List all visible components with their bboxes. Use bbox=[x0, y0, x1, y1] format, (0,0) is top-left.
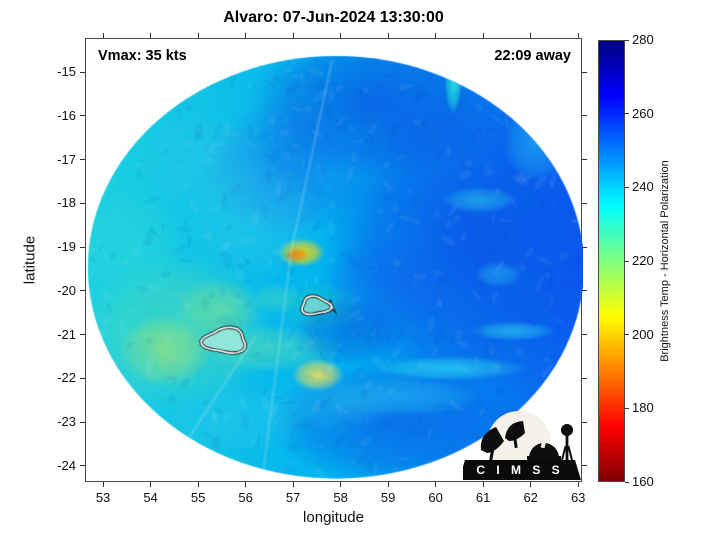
brightness-temp-image bbox=[86, 39, 583, 483]
y-tick-mark-right bbox=[582, 71, 587, 73]
logo-tower-icon bbox=[561, 424, 573, 436]
x-tick-mark bbox=[292, 482, 294, 487]
x-tick-mark bbox=[197, 482, 199, 487]
x-tick-label: 58 bbox=[333, 490, 348, 505]
x-tick-mark-top bbox=[197, 33, 199, 38]
y-axis-label: latitude bbox=[21, 235, 39, 285]
y-tick-mark-right bbox=[582, 377, 587, 379]
cimss-logo-text: C I M S S bbox=[476, 463, 563, 477]
colorbar-tick-mark bbox=[625, 113, 629, 115]
vmax-annotation: Vmax: 35 kts bbox=[98, 48, 187, 64]
plot-area: Vmax: 35 kts 22:09 away C I M S S bbox=[85, 38, 583, 483]
y-tick-mark bbox=[80, 377, 85, 379]
colorbar-tick-label: 280 bbox=[632, 32, 654, 47]
cimss-logo: C I M S S bbox=[463, 411, 581, 480]
x-tick-mark-top bbox=[245, 33, 247, 38]
x-tick-label: 57 bbox=[285, 490, 301, 505]
y-tick-label: -24 bbox=[57, 457, 76, 473]
y-tick-mark bbox=[80, 202, 85, 204]
y-tick-label: -20 bbox=[57, 282, 76, 298]
y-tick-mark bbox=[80, 465, 85, 467]
x-tick-mark bbox=[577, 482, 579, 487]
y-tick-mark bbox=[80, 290, 85, 292]
x-tick-mark bbox=[435, 482, 437, 487]
x-tick-label: 63 bbox=[570, 490, 586, 505]
x-tick-mark-top bbox=[435, 33, 437, 38]
logo-banner bbox=[463, 460, 581, 480]
logo-dome-icon bbox=[529, 443, 559, 458]
y-tick-mark-right bbox=[582, 159, 587, 161]
colorbar-tick-label: 200 bbox=[632, 326, 654, 342]
x-tick-mark-top bbox=[102, 33, 104, 38]
x-tick-mark-top bbox=[482, 33, 484, 38]
y-tick-label: -21 bbox=[57, 326, 76, 342]
logo-small-dish-icon bbox=[505, 421, 525, 441]
x-tick-mark-top bbox=[292, 33, 294, 38]
colorbar-tick-mark bbox=[625, 481, 629, 483]
y-tick-label: -23 bbox=[57, 414, 76, 430]
x-tick-mark-top bbox=[577, 33, 579, 38]
x-tick-label: 55 bbox=[190, 490, 206, 505]
colorbar-tick-mark bbox=[625, 39, 629, 41]
colorbar-tick-label: 220 bbox=[632, 253, 654, 268]
x-tick-label: 61 bbox=[475, 490, 491, 505]
x-tick-label: 59 bbox=[380, 490, 396, 505]
y-tick-mark-right bbox=[582, 202, 587, 204]
x-tick-label: 54 bbox=[143, 490, 158, 505]
y-tick-label: -18 bbox=[57, 195, 76, 211]
x-tick-mark bbox=[102, 482, 104, 487]
x-tick-mark-top bbox=[530, 33, 532, 38]
x-tick-label: 62 bbox=[523, 490, 538, 505]
x-tick-label: 56 bbox=[238, 490, 253, 505]
y-tick-label: -19 bbox=[57, 239, 76, 255]
x-tick-mark bbox=[482, 482, 484, 487]
y-tick-mark-right bbox=[582, 334, 587, 336]
colorbar-tick-mark bbox=[625, 260, 629, 262]
y-tick-label: -17 bbox=[57, 151, 76, 167]
y-tick-label: -22 bbox=[57, 370, 76, 386]
x-axis-label: longitude bbox=[303, 509, 364, 526]
y-tick-mark bbox=[80, 334, 85, 336]
y-tick-mark bbox=[80, 421, 85, 423]
x-tick-mark-top bbox=[340, 33, 342, 38]
x-tick-mark bbox=[245, 482, 247, 487]
y-tick-mark bbox=[80, 71, 85, 73]
x-tick-mark-top bbox=[150, 33, 152, 38]
y-tick-mark-right bbox=[582, 290, 587, 292]
colorbar-tick-label: 260 bbox=[632, 105, 654, 121]
x-tick-mark bbox=[530, 482, 532, 487]
y-tick-mark-right bbox=[582, 465, 587, 467]
x-tick-mark bbox=[150, 482, 152, 487]
colorbar-tick-mark bbox=[625, 334, 629, 336]
x-tick-mark bbox=[340, 482, 342, 487]
x-tick-mark-top bbox=[387, 33, 389, 38]
x-tick-mark bbox=[387, 482, 389, 487]
colorbar-tick-label: 180 bbox=[632, 400, 654, 416]
y-tick-label: -16 bbox=[57, 107, 76, 123]
x-tick-label: 60 bbox=[428, 490, 443, 505]
y-tick-mark-right bbox=[582, 246, 587, 248]
colorbar bbox=[598, 40, 625, 482]
plot-title: Alvaro: 07-Jun-2024 13:30:00 bbox=[223, 9, 444, 26]
colorbar-gradient bbox=[599, 41, 624, 481]
logo-observatory-silhouette bbox=[480, 421, 573, 463]
y-tick-label: -15 bbox=[57, 64, 76, 80]
colorbar-tick-mark bbox=[625, 407, 629, 409]
logo-dish-icon bbox=[480, 427, 504, 453]
colorbar-tick-label: 240 bbox=[632, 179, 654, 195]
x-tick-label: 53 bbox=[95, 490, 111, 505]
y-tick-mark-right bbox=[582, 115, 587, 117]
y-tick-mark bbox=[80, 246, 85, 248]
colorbar-tick-mark bbox=[625, 186, 629, 188]
colorbar-tick-label: 160 bbox=[632, 474, 654, 489]
time-offset-annotation: 22:09 away bbox=[494, 48, 571, 64]
y-tick-mark bbox=[80, 115, 85, 117]
y-tick-mark bbox=[80, 159, 85, 161]
y-tick-mark-right bbox=[582, 421, 587, 423]
